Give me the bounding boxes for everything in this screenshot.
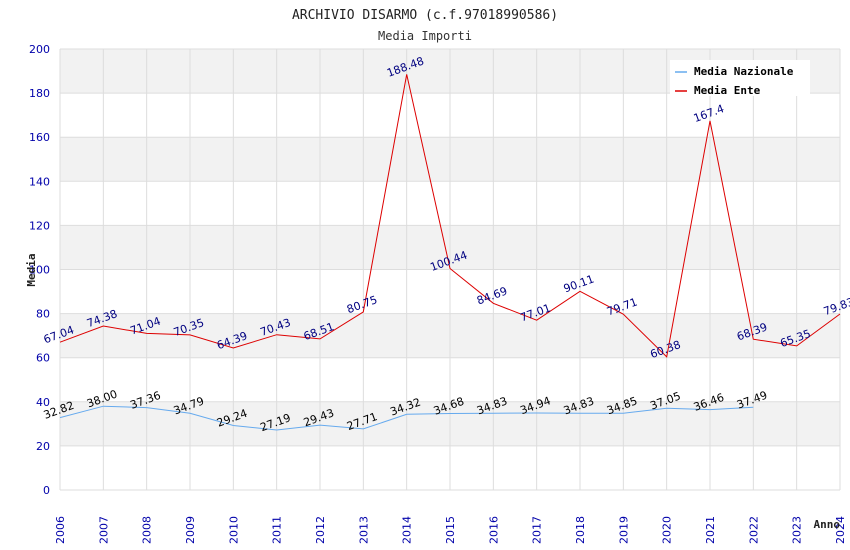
x-tick-label: 2008 [141, 516, 154, 544]
x-tick-label: 2006 [54, 516, 67, 544]
y-tick-label: 20 [36, 440, 50, 453]
y-tick-label: 180 [29, 87, 50, 100]
chart-subtitle: Media Importi [378, 29, 472, 43]
x-tick-label: 2007 [97, 516, 110, 544]
series-line-media-nazionale [59, 405, 754, 431]
x-tick-label: 2013 [357, 516, 370, 544]
y-tick-label: 140 [29, 175, 50, 188]
x-axis-label: Anno [814, 518, 841, 531]
legend-label-media-nazionale: Media Nazionale [694, 65, 794, 78]
x-tick-label: 2017 [531, 516, 544, 544]
data-label-media-ente: 84.69 [475, 284, 509, 307]
x-tick-label: 2012 [314, 516, 327, 544]
y-axis-label: Media [25, 253, 38, 286]
x-axis-ticks: 2006 2007 2008 2009 2010 2011 2012 2013 2014 2015… [54, 516, 847, 544]
y-tick-label: 100 [29, 264, 50, 277]
series-lines [59, 74, 841, 431]
chart-title: ARCHIVIO DISARMO (c.f.97018990586) [292, 8, 558, 23]
y-tick-label: 200 [29, 43, 50, 56]
series-line-media-ente [59, 74, 841, 358]
x-tick-label: 2020 [661, 516, 674, 544]
y-tick-label: 160 [29, 131, 50, 144]
gridlines [59, 48, 841, 491]
x-tick-label: 2024 [834, 516, 847, 544]
x-tick-label: 2016 [487, 516, 500, 544]
x-tick-label: 2018 [574, 516, 587, 544]
x-tick-label: 2014 [401, 516, 414, 544]
x-tick-label: 2021 [704, 516, 717, 544]
x-tick-label: 2015 [444, 516, 457, 544]
y-axis-ticks: 0 20 40 60 80 100 120 140 160 180 200 [29, 43, 50, 497]
y-tick-label: 40 [36, 396, 50, 409]
x-tick-label: 2010 [227, 516, 240, 544]
data-label-media-ente: 167.4 [692, 102, 726, 125]
y-tick-label: 80 [36, 308, 50, 321]
y-tick-label: 0 [43, 484, 50, 497]
x-tick-label: 2022 [747, 516, 760, 544]
legend: Media Nazionale Media Ente [670, 60, 810, 97]
y-tick-label: 120 [29, 219, 50, 232]
legend-label-media-ente: Media Ente [694, 84, 761, 97]
y-tick-label: 60 [36, 352, 50, 365]
legend-box [670, 60, 810, 96]
x-tick-label: 2023 [791, 516, 804, 544]
x-tick-label: 2019 [617, 516, 630, 544]
x-tick-label: 2011 [271, 516, 284, 544]
x-tick-label: 2009 [184, 516, 197, 544]
